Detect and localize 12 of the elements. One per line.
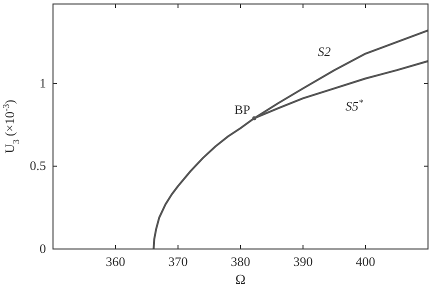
series-label: S2 (318, 44, 332, 60)
series-label: S5$^{*}$ (345, 97, 364, 114)
x-tick-label: 370 (168, 254, 188, 269)
x-tick-label: 400 (356, 254, 376, 269)
x-axis-title: Ω (235, 273, 246, 286)
y-tick-label: 1 (40, 75, 46, 90)
y-tick-label: 0.5 (30, 158, 46, 174)
x-tick-label: 360 (106, 254, 126, 269)
y-tick-label: 0 (40, 241, 46, 256)
annotation: BP (234, 102, 250, 118)
x-tick-label: 390 (293, 254, 313, 269)
x-tick-label: 380 (230, 254, 250, 269)
